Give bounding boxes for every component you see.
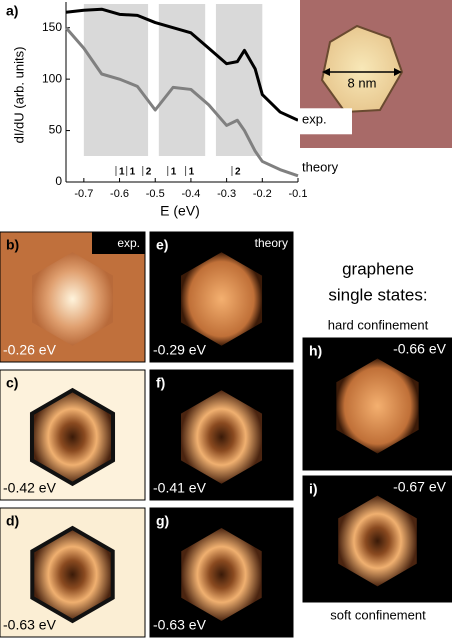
- energy-label: -0.67 eV: [393, 479, 447, 495]
- panel-label: i): [309, 481, 318, 497]
- soft-label: soft confinement: [330, 607, 426, 622]
- hexagon-flake: [29, 387, 116, 487]
- energy-label: -0.66 eV: [393, 341, 447, 357]
- data-line: [65, 7, 299, 122]
- hexagon-flake: [180, 390, 263, 484]
- panel-label: a): [6, 3, 18, 19]
- tag-box: [92, 232, 145, 254]
- shaded-region: [215, 4, 263, 156]
- hexagon-flake: [180, 252, 263, 346]
- legend-label: theory: [302, 159, 339, 174]
- x-tick-label: -0.5: [146, 188, 165, 200]
- shaded-region: [83, 4, 149, 156]
- energy-label: -0.41 eV: [153, 480, 207, 496]
- x-tick-label: -0.1: [289, 188, 308, 200]
- energy-label: -0.29 eV: [153, 342, 207, 358]
- arrow-head: [394, 68, 402, 76]
- hexagon-flake: [336, 358, 419, 454]
- x-tick-label: -0.7: [74, 188, 93, 200]
- legend-label: exp.: [302, 112, 327, 127]
- arrow-head: [322, 68, 330, 76]
- energy-label: -0.26 eV: [3, 342, 57, 358]
- panel-tag: theory: [255, 236, 288, 250]
- x-tick-label: -0.4: [181, 188, 200, 200]
- panel-label: g): [156, 513, 169, 529]
- hexagon-flake: [31, 252, 114, 346]
- state-label: 1: [171, 167, 177, 178]
- state-label: 1: [119, 167, 125, 178]
- legend-box: [298, 108, 352, 135]
- x-axis-label: E (eV): [160, 203, 200, 219]
- energy-label: -0.42 eV: [3, 480, 57, 496]
- state-label: 2: [146, 167, 152, 178]
- hexagon-flake: [181, 528, 262, 621]
- hexagon-flake: [30, 525, 115, 624]
- panel-label: h): [309, 343, 322, 359]
- panel-label: f): [156, 375, 165, 391]
- y-tick-label: 100: [42, 71, 62, 85]
- hard-label: hard confinement: [328, 317, 429, 332]
- x-tick-label: -0.6: [110, 188, 129, 200]
- x-tick-label: -0.3: [217, 188, 236, 200]
- panel-label: c): [6, 375, 18, 391]
- energy-label: -0.63 eV: [153, 617, 207, 633]
- inset-flake: [320, 24, 404, 114]
- x-tick-label: -0.2: [253, 188, 272, 200]
- hexagon-flake: [338, 495, 417, 587]
- energy-label: -0.63 eV: [3, 617, 57, 633]
- scale-label: 8 nm: [348, 75, 377, 90]
- side-heading: single states:: [328, 285, 427, 304]
- panel-label: e): [156, 237, 168, 253]
- state-label: 1: [130, 167, 136, 178]
- y-axis-label: dI/dU (arb. units): [11, 47, 26, 144]
- panel-label: d): [6, 513, 19, 529]
- panel-tag: exp.: [117, 236, 140, 250]
- y-tick-label: 50: [49, 123, 63, 137]
- panel-label: b): [6, 237, 19, 253]
- data-line: [64, 26, 299, 178]
- state-label: 2: [235, 167, 241, 178]
- side-heading: graphene: [342, 259, 414, 278]
- state-label: 1: [189, 167, 195, 178]
- y-tick-label: 0: [55, 174, 62, 188]
- y-tick-label: 150: [42, 20, 62, 34]
